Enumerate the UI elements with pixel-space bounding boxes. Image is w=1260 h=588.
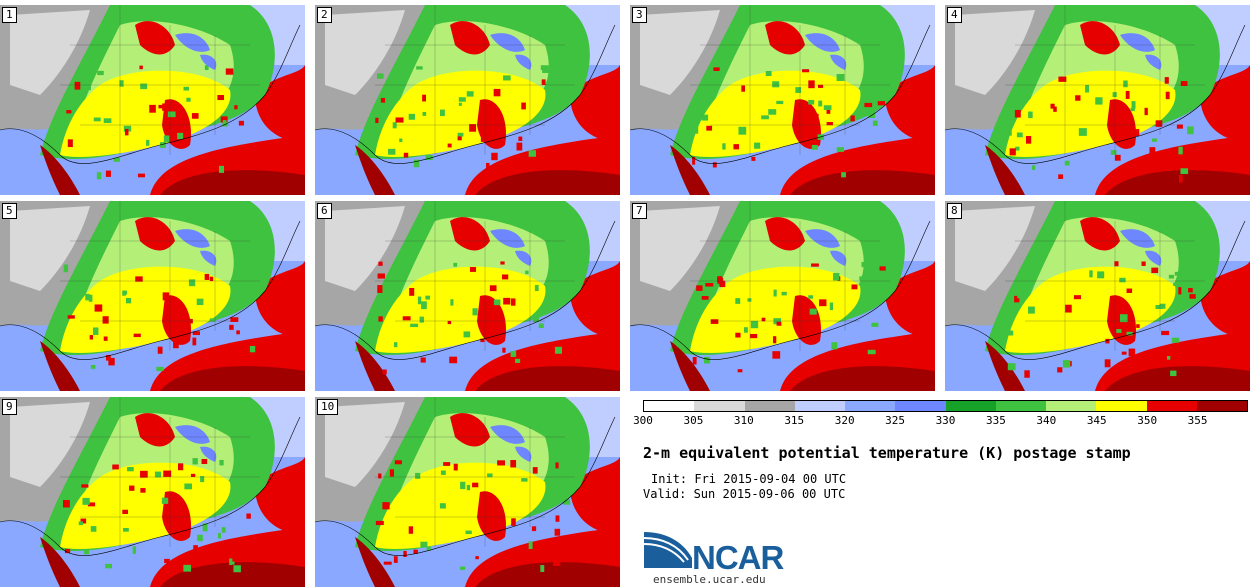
colorbar-tick-label: 355 — [1187, 414, 1208, 427]
postage-stamp-panel-2: 2 — [315, 5, 620, 195]
theta-e-map — [945, 201, 1250, 391]
postage-stamp-panel-7: 7 — [630, 201, 935, 391]
init-time: Init: Fri 2015-09-04 00 UTC — [651, 472, 847, 486]
colorbar-tick-label: 340 — [1036, 414, 1057, 427]
colorbar-segment-355 — [1196, 401, 1247, 411]
ncar-logo-icon — [643, 532, 692, 568]
colorbar-tick-label: 330 — [935, 414, 956, 427]
panel-number: 10 — [317, 399, 339, 415]
logo-url: ensemble.ucar.edu — [653, 573, 766, 586]
theta-e-map — [315, 201, 620, 391]
colorbar — [643, 400, 1248, 412]
colorbar-segment-315 — [794, 401, 845, 411]
postage-stamp-panel-9: 9 — [0, 397, 305, 587]
postage-stamp-panel-4: 4 — [945, 5, 1250, 195]
chart-title: 2-m equivalent potential temperature (K)… — [643, 444, 1131, 462]
theta-e-map — [0, 397, 305, 587]
theta-e-map — [945, 5, 1250, 195]
panel-number: 4 — [947, 7, 962, 23]
panel-number: 8 — [947, 203, 962, 219]
theta-e-map — [315, 5, 620, 195]
colorbar-tick-label: 310 — [733, 414, 754, 427]
postage-stamp-panel-6: 6 — [315, 201, 620, 391]
colorbar-tick-label: 350 — [1137, 414, 1158, 427]
postage-stamp-panel-5: 5 — [0, 201, 305, 391]
panel-number: 7 — [632, 203, 647, 219]
panel-number: 5 — [2, 203, 17, 219]
logo-text: NCAR — [692, 539, 784, 576]
colorbar-segment-350 — [1146, 401, 1197, 411]
panel-number: 3 — [632, 7, 647, 23]
colorbar-segment-340 — [1046, 401, 1097, 411]
colorbar-tick-label: 345 — [1086, 414, 1107, 427]
theta-e-map — [315, 397, 620, 587]
colorbar-segment-320 — [845, 401, 896, 411]
colorbar-segment-310 — [744, 401, 795, 411]
theta-e-map — [0, 5, 305, 195]
panel-number: 9 — [2, 399, 17, 415]
colorbar-segment-335 — [995, 401, 1046, 411]
theta-e-map — [0, 201, 305, 391]
colorbar-tick-label: 335 — [985, 414, 1006, 427]
postage-stamp-panel-3: 3 — [630, 5, 935, 195]
postage-stamp-panel-8: 8 — [945, 201, 1250, 391]
colorbar-tick-label: 305 — [683, 414, 704, 427]
colorbar-segment-325 — [895, 401, 946, 411]
colorbar-tick-label: 320 — [834, 414, 855, 427]
colorbar-segment-345 — [1096, 401, 1147, 411]
valid-time: Valid: Sun 2015-09-06 00 UTC — [643, 487, 846, 501]
colorbar-tick-label: 325 — [885, 414, 906, 427]
theta-e-map — [630, 201, 935, 391]
postage-stamp-panel-10: 10 — [315, 397, 620, 587]
colorbar-segment-300 — [644, 401, 695, 411]
colorbar-segment-330 — [945, 401, 996, 411]
panel-number: 2 — [317, 7, 332, 23]
panel-number: 6 — [317, 203, 332, 219]
postage-stamp-panel-1: 1 — [0, 5, 305, 195]
panel-number: 1 — [2, 7, 17, 23]
theta-e-map — [630, 5, 935, 195]
colorbar-tick-label: 300 — [633, 414, 653, 427]
colorbar-segment-305 — [694, 401, 745, 411]
colorbar-tick-label: 315 — [784, 414, 805, 427]
